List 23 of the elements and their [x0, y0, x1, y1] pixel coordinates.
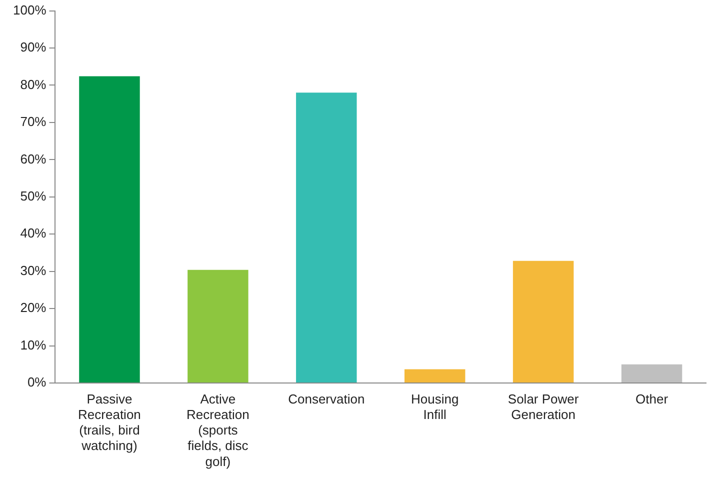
- x-tick-label: Other: [636, 391, 669, 406]
- x-tick-label: Active Recreation (sports fields, disc golf): [186, 391, 250, 469]
- y-tick-label: 40%: [20, 226, 47, 241]
- y-tick-label: 70%: [20, 114, 47, 130]
- y-tick-label: 60%: [20, 151, 47, 166]
- y-tick-label: 30%: [20, 262, 47, 278]
- x-tick-label: Conservation: [288, 391, 365, 406]
- y-tick-label: 10%: [20, 337, 47, 352]
- y-tick-label: 90%: [20, 40, 47, 55]
- y-tick-label: 20%: [20, 300, 47, 316]
- bar: [296, 92, 357, 382]
- bar: [512, 260, 574, 382]
- bar: [188, 270, 248, 382]
- y-tick-label: 0%: [27, 374, 47, 390]
- y-tick-label: 80%: [20, 76, 47, 92]
- y-tick-label: 100%: [13, 2, 47, 18]
- bar: [404, 369, 466, 382]
- y-tick-label: 50%: [20, 188, 47, 204]
- x-tick-label: Solar Power Generation: [508, 391, 580, 422]
- bar: [621, 364, 682, 382]
- x-tick-label: Housing Infill: [411, 391, 459, 422]
- bar: [79, 76, 140, 382]
- x-tick-label: Passive Recreation (trails, bird watching): [78, 391, 141, 454]
